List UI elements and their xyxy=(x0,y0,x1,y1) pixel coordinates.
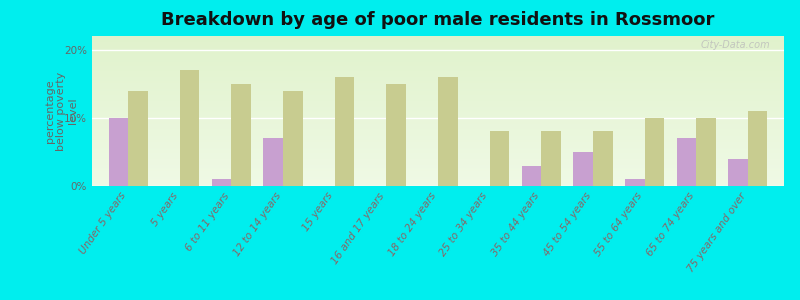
Bar xyxy=(542,131,561,186)
Bar xyxy=(645,118,664,186)
Bar xyxy=(128,91,148,186)
Text: City-Data.com: City-Data.com xyxy=(701,40,770,50)
Bar xyxy=(522,166,542,186)
Bar xyxy=(728,159,748,186)
Bar xyxy=(180,70,199,186)
Bar xyxy=(334,77,354,186)
Bar xyxy=(490,131,510,186)
Bar xyxy=(748,111,767,186)
Bar xyxy=(263,138,283,186)
Bar xyxy=(677,138,696,186)
Bar xyxy=(696,118,716,186)
Bar xyxy=(283,91,302,186)
Title: Breakdown by age of poor male residents in Rossmoor: Breakdown by age of poor male residents … xyxy=(162,11,714,29)
Bar xyxy=(231,84,251,186)
Y-axis label: percentage
below poverty
level: percentage below poverty level xyxy=(45,71,78,151)
Bar xyxy=(593,131,613,186)
Bar xyxy=(386,84,406,186)
Bar xyxy=(212,179,231,186)
Bar xyxy=(625,179,645,186)
Bar xyxy=(574,152,593,186)
Bar xyxy=(438,77,458,186)
Bar xyxy=(109,118,128,186)
